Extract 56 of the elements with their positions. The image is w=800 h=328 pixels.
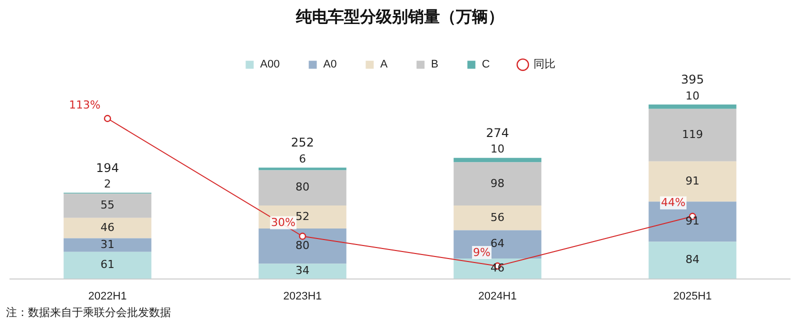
bar [64,218,152,238]
bar [454,258,542,279]
data-label: 2 [104,178,111,191]
bar [64,252,152,279]
total-label: 252 [291,136,314,150]
x-tick-label: 2022H1 [88,290,127,302]
legend-label: B [431,58,438,71]
data-label: 113% [69,98,100,112]
text: 注：数据来自于乘联分会批发数据 [6,305,171,320]
data-label: 6 [299,152,306,166]
bar [648,104,736,109]
bar [258,170,346,206]
bar [64,194,152,218]
data-label: 91 [686,214,700,228]
bar [648,108,736,162]
bar [648,242,736,279]
x-tick-label: 2025H1 [673,290,712,302]
bar [258,168,346,170]
data-label: 44% [661,196,686,210]
data-label: 84 [686,253,700,266]
chart-title: 纯电车型分级别销量（万辆） [295,6,504,26]
data-label: 80 [296,180,310,194]
data-label: 34 [296,264,310,278]
data-label: 52 [296,210,310,223]
data-label: 31 [100,238,114,251]
total-label: 395 [681,72,704,87]
bar [258,228,346,264]
legend-label: 同比 [533,58,556,71]
data-label: 10 [686,89,700,102]
data-label: 80 [296,239,310,252]
data-label: 30% [271,216,296,230]
data-label: 91 [686,174,700,188]
data-label: 46 [100,220,114,234]
total-label: 274 [486,126,509,140]
data-label: 98 [490,176,504,190]
legend-label: A00 [260,58,280,71]
x-tick-label: 2024H1 [478,290,517,302]
data-label: 9% [473,246,490,259]
total-label: 194 [96,160,119,175]
x-tick-label: 2023H1 [283,290,322,302]
bar [258,264,346,279]
legend-label: A0 [323,58,337,71]
data-label: 56 [490,210,504,224]
data-label: 61 [100,258,114,272]
point [104,114,112,122]
legend-label: A [380,58,388,71]
bar [454,206,542,230]
data-label: 55 [100,198,114,212]
data-label: 10 [490,142,504,156]
legend-label: C [482,58,490,71]
data-label: 64 [490,237,504,250]
bar [454,158,542,162]
data-label: 119 [682,128,703,142]
bar [454,162,542,206]
point [298,232,306,240]
bar [64,238,152,252]
